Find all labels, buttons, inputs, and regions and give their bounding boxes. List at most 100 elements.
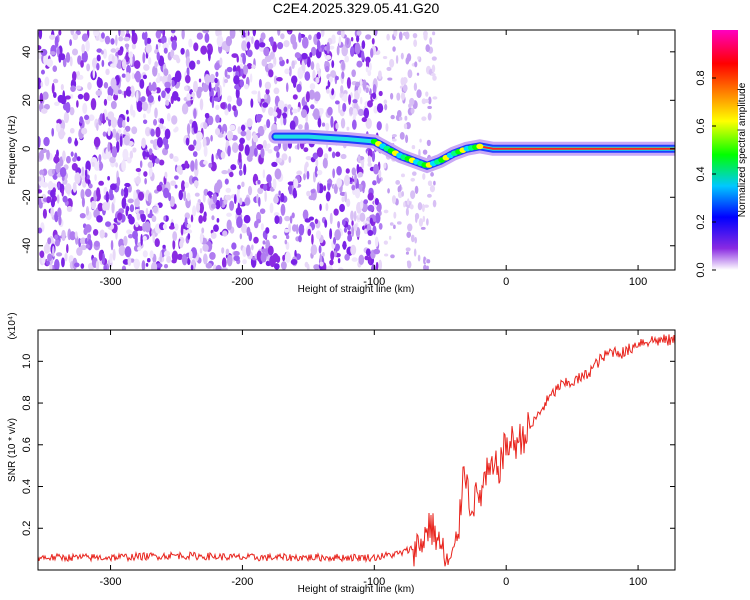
spectrogram-noise-speck xyxy=(310,61,315,71)
spectrogram-noise-speck xyxy=(265,88,270,95)
spectrogram-noise-speck xyxy=(196,202,201,213)
spectrogram-noise-speck xyxy=(47,253,53,262)
spectrogram-noise-speck xyxy=(181,253,188,266)
spectrogram-noise-speck xyxy=(336,165,342,176)
spectrogram-noise-speck xyxy=(211,96,215,109)
spectrogram-noise-speck xyxy=(264,81,272,90)
spectrogram-noise-speck xyxy=(257,187,264,195)
spectrogram-noise-speck xyxy=(49,34,56,40)
spectrogram-noise-speck xyxy=(286,30,292,33)
spectrogram-noise-speck xyxy=(118,245,126,257)
spectrogram-noise-speck xyxy=(224,178,229,185)
spectrogram-noise-speck xyxy=(141,101,149,112)
spectrogram-noise-speck xyxy=(332,37,336,43)
spectrogram-noise-speck xyxy=(53,155,60,164)
spectrogram-noise-speck xyxy=(224,108,229,116)
spectrogram-noise-speck xyxy=(146,258,151,263)
spectrogram-noise-speck xyxy=(330,250,335,261)
spectrogram-noise-speck xyxy=(139,78,145,89)
spectrogram-noise-speck xyxy=(85,39,90,52)
spectrogram-noise-speck xyxy=(221,267,228,270)
spectrogram-noise-speck xyxy=(237,126,242,135)
spectrogram-noise-speck xyxy=(329,259,334,266)
spectrogram-noise-speck xyxy=(336,30,343,36)
spectrogram-noise-speck xyxy=(430,72,436,77)
spectrogram-noise-speck xyxy=(193,139,197,146)
spectrogram-noise-speck xyxy=(364,255,370,261)
spectrogram-noise-speck xyxy=(327,179,333,184)
spectrogram-noise-speck xyxy=(356,163,360,174)
spectrogram-noise-speck xyxy=(214,77,218,84)
spectrogram-noise-speck xyxy=(428,96,432,105)
spectrogram-noise-speck xyxy=(186,223,192,229)
spectrogram-noise-speck xyxy=(337,220,341,229)
spectrogram-noise-speck xyxy=(200,45,208,55)
spectrogram-noise-speck xyxy=(260,147,265,159)
spectrogram-noise-speck xyxy=(246,41,251,50)
colorbar-ticks: 0.0 0.2 0.4 0.6 0.8 xyxy=(695,70,716,278)
spectrogram-noise-speck xyxy=(356,35,360,43)
spectrogram-noise-speck xyxy=(318,68,321,79)
spectrogram-noise-speck xyxy=(203,122,208,129)
spectrogram-noise-speck xyxy=(142,74,148,80)
spectrogram-noise-speck xyxy=(62,57,67,68)
spectrogram-noise-speck xyxy=(235,87,240,99)
spectrogram-noise-speck xyxy=(110,183,117,191)
spectrogram-noise-speck xyxy=(314,165,318,178)
spectrogram-noise-speck xyxy=(91,161,95,167)
spectrogram-noise-speck xyxy=(121,197,127,209)
spectrogram-noise-speck xyxy=(210,134,213,142)
spectrogram-noise-speck xyxy=(308,34,312,41)
spectrogram-noise-speck xyxy=(280,114,284,126)
spectrogram-noise-speck xyxy=(142,250,148,258)
spectrogram-noise-speck xyxy=(176,165,183,174)
spectrogram-noise-speck xyxy=(432,75,437,81)
spectrogram-noise-speck xyxy=(136,100,143,113)
spectrogram-noise-speck xyxy=(156,51,160,61)
spectrogram-noise-speck xyxy=(289,215,293,224)
spectrogram-noise-speck xyxy=(269,255,276,268)
spectrogram-noise-speck xyxy=(244,197,251,206)
spectrogram-noise-speck xyxy=(326,41,330,54)
spectrogram-noise-speck xyxy=(122,148,129,161)
spectrogram-noise-speck xyxy=(124,43,130,48)
spectrogram-noise-speck xyxy=(123,90,127,99)
spectrogram-noise-speck xyxy=(140,234,143,246)
spectrogram-noise-speck xyxy=(138,209,145,215)
spectrogram-noise-speck xyxy=(388,235,392,240)
spectrogram-noise-speck xyxy=(98,250,103,262)
spectrogram-noise-speck xyxy=(69,39,72,47)
spectrogram-noise-speck xyxy=(46,58,53,68)
spectrogram-noise-speck xyxy=(166,255,172,264)
spectrogram-noise-speck xyxy=(155,30,162,39)
spectrogram-noise-speck xyxy=(125,109,129,115)
spectrogram-noise-speck xyxy=(430,172,434,177)
spectrogram-noise-speck xyxy=(163,68,169,76)
spectrogram-noise-speck xyxy=(322,157,328,169)
spectrogram-noise-speck xyxy=(111,55,115,64)
spectrogram-noise-speck xyxy=(265,227,270,234)
spectrogram-noise-speck xyxy=(286,58,289,64)
snr-panel: -300 -200 -100 0 100 0.2 0.4 0.6 0.8 1.0 Height … xyxy=(7,312,676,595)
spectrogram-noise-speck xyxy=(350,244,357,256)
spectrogram-noise-speck xyxy=(214,127,221,136)
spectrogram-noise-speck xyxy=(194,192,200,197)
spectrogram-noise-speck xyxy=(367,229,374,237)
spectrogram-noise-speck xyxy=(226,219,232,231)
colorbar-tick-label: 0.8 xyxy=(695,70,707,85)
spectrogram-noise-speck xyxy=(124,246,132,258)
spectrogram-noise-speck xyxy=(84,114,90,120)
spectrogram-noise-speck xyxy=(395,179,401,185)
spectrogram-noise-speck xyxy=(359,212,366,222)
spectrogram-noise-speck xyxy=(88,183,93,189)
spectrogram-noise-speck xyxy=(400,91,406,101)
spectrogram-noise-speck xyxy=(384,103,388,111)
spectrogram-noise-speck xyxy=(123,186,129,198)
spectrogram-noise-speck xyxy=(211,215,215,221)
spectrogram-noise-speck xyxy=(39,169,45,176)
spectrogram-noise-speck xyxy=(330,115,334,128)
spectrogram-noise-speck xyxy=(291,60,295,70)
spectrogram-noise-speck xyxy=(407,69,413,79)
spectrogram-noise-speck xyxy=(375,261,379,270)
spectrogram-noise-speck xyxy=(256,250,262,262)
